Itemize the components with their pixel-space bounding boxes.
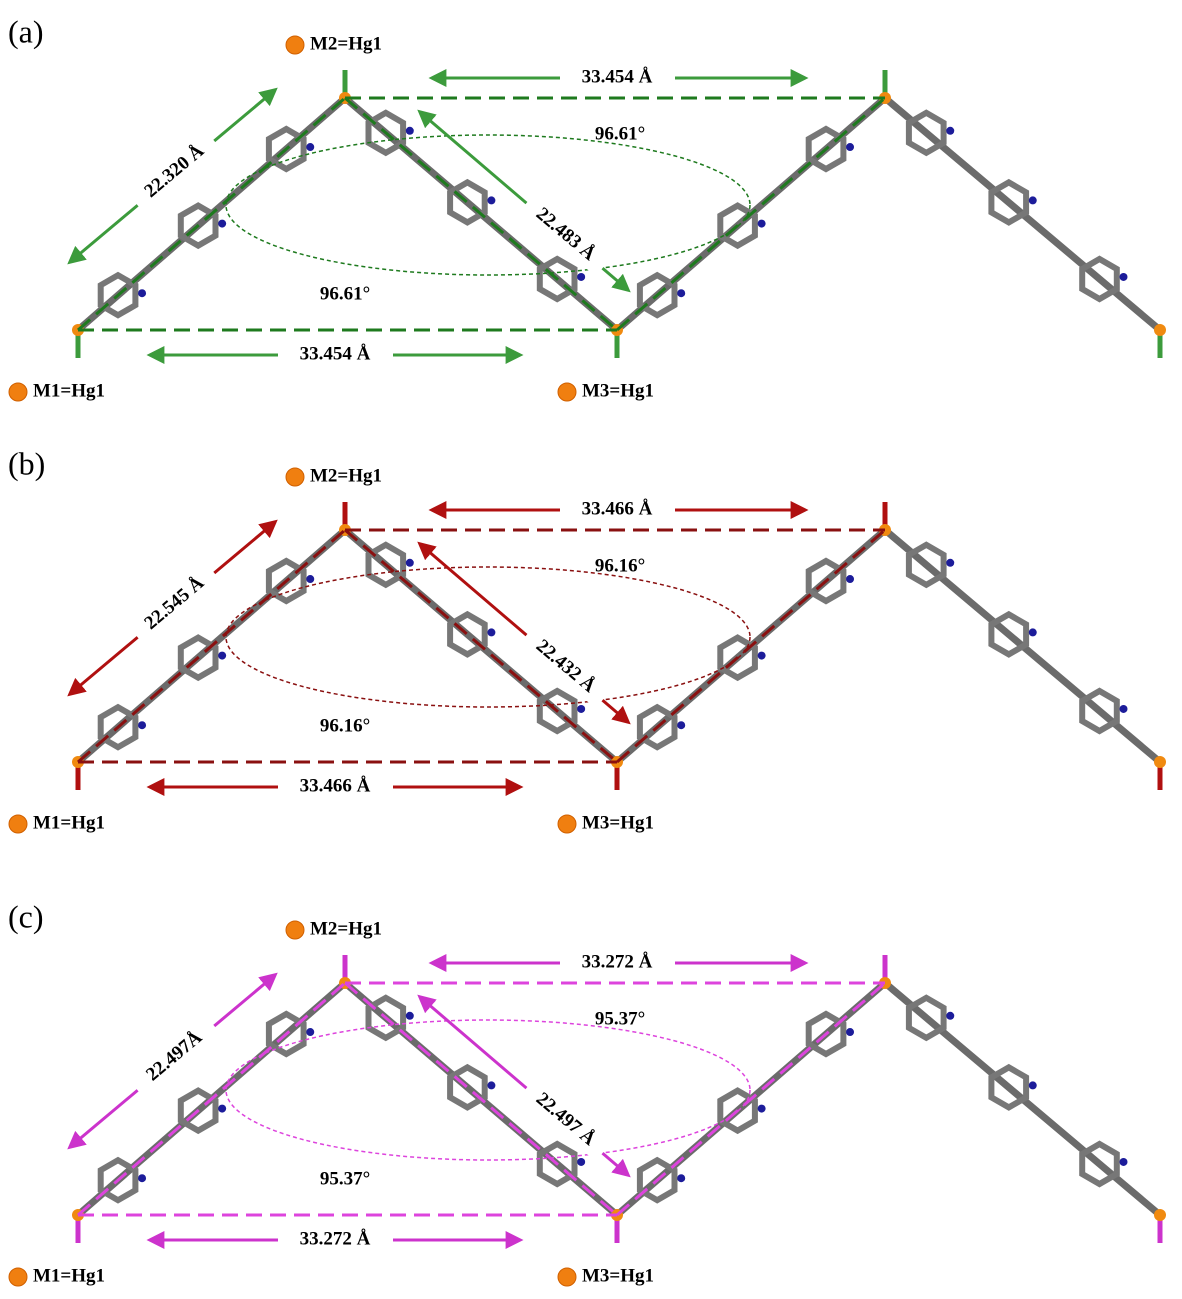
nitrogen (306, 1028, 314, 1036)
metal-label: M3=Hg1 (582, 380, 654, 401)
metal-marker (558, 383, 576, 401)
dashed-line (617, 98, 885, 330)
dashed-line (78, 98, 345, 330)
distance-label: 22.483 Å (532, 203, 600, 265)
nitrogen (218, 1105, 226, 1113)
distance-label: 33.454 Å (582, 66, 653, 87)
angle-label: 96.61° (595, 123, 645, 144)
metal-marker (286, 36, 304, 54)
distance-label: 22.432 Å (532, 635, 600, 697)
nitrogen (1029, 196, 1037, 204)
distance-label: 33.466 Å (300, 775, 371, 796)
nitrogen (218, 220, 226, 228)
panel-label: (c) (8, 898, 44, 934)
nitrogen (946, 1012, 954, 1020)
panel: (a) 33.454 Å 33.454 Å 22.320 Å 22.483 Å 96.61… (8, 13, 1166, 401)
dashed-line (617, 983, 885, 1215)
distance-label: 33.466 Å (582, 498, 653, 519)
nitrogen (306, 575, 314, 583)
nitrogen (677, 289, 685, 297)
metal-marker (9, 815, 27, 833)
metal-marker (9, 1268, 27, 1286)
panel-label: (b) (8, 445, 45, 481)
nitrogen (846, 575, 854, 583)
angle-label: 96.61° (320, 283, 370, 304)
nitrogen (138, 289, 146, 297)
distance-label: 33.272 Å (300, 1228, 371, 1249)
nitrogen (577, 273, 585, 281)
nitrogen (846, 143, 854, 151)
distance-label: 22.497 Å (532, 1088, 600, 1150)
nitrogen (138, 1174, 146, 1182)
hg-atom (1154, 756, 1166, 768)
distance-label: 22.545 Å (140, 572, 208, 634)
angle-label: 96.16° (595, 555, 645, 576)
metal-label: M2=Hg1 (310, 33, 382, 54)
panel: (b) 33.466 Å 33.466 Å 22.545 Å 22.432 Å 96.16… (8, 445, 1166, 833)
nitrogen (487, 1081, 495, 1089)
panel: (c) 33.272 Å 33.272 Å 22.497Å 22.497 Å 95.37°… (8, 898, 1166, 1286)
hg-atom (1154, 1209, 1166, 1221)
distance-label: 33.454 Å (300, 343, 371, 364)
distance-label: 33.272 Å (582, 951, 653, 972)
metal-label: M2=Hg1 (310, 918, 382, 939)
nitrogen (218, 652, 226, 660)
panel-label: (a) (8, 13, 44, 49)
nitrogen (138, 721, 146, 729)
figure: (a) 33.454 Å 33.454 Å 22.320 Å 22.483 Å 96.61… (0, 0, 1182, 1299)
dashed-line (617, 530, 885, 762)
metal-marker (558, 815, 576, 833)
nitrogen (1120, 1158, 1128, 1166)
dashed-line (345, 530, 617, 762)
metal-label: M2=Hg1 (310, 465, 382, 486)
nitrogen (758, 220, 766, 228)
nitrogen (846, 1028, 854, 1036)
metal-label: M1=Hg1 (33, 1265, 105, 1286)
nitrogen (306, 143, 314, 151)
nitrogen (406, 127, 414, 135)
angle-label: 95.37° (595, 1008, 645, 1029)
nitrogen (677, 1174, 685, 1182)
dashed-line (78, 983, 345, 1215)
nitrogen (1029, 1081, 1037, 1089)
metal-label: M3=Hg1 (582, 1265, 654, 1286)
nitrogen (1120, 273, 1128, 281)
metal-marker (9, 383, 27, 401)
metal-marker (286, 921, 304, 939)
hg-atom (1154, 324, 1166, 336)
nitrogen (577, 705, 585, 713)
nitrogen (677, 721, 685, 729)
nitrogen (758, 1105, 766, 1113)
metal-label: M3=Hg1 (582, 812, 654, 833)
dashed-line (345, 98, 617, 330)
nitrogen (577, 1158, 585, 1166)
nitrogen (487, 196, 495, 204)
metal-marker (558, 1268, 576, 1286)
nitrogen (1120, 705, 1128, 713)
metal-label: M1=Hg1 (33, 812, 105, 833)
dashed-line (345, 983, 617, 1215)
nitrogen (758, 652, 766, 660)
nitrogen (406, 559, 414, 567)
angle-label: 95.37° (320, 1168, 370, 1189)
nitrogen (406, 1012, 414, 1020)
nitrogen (946, 127, 954, 135)
distance-label: 22.497Å (142, 1027, 206, 1086)
nitrogen (487, 628, 495, 636)
distance-label: 22.320 Å (140, 140, 208, 202)
nitrogen (946, 559, 954, 567)
angle-label: 96.16° (320, 715, 370, 736)
metal-marker (286, 468, 304, 486)
nitrogen (1029, 628, 1037, 636)
dashed-line (78, 530, 345, 762)
metal-label: M1=Hg1 (33, 380, 105, 401)
